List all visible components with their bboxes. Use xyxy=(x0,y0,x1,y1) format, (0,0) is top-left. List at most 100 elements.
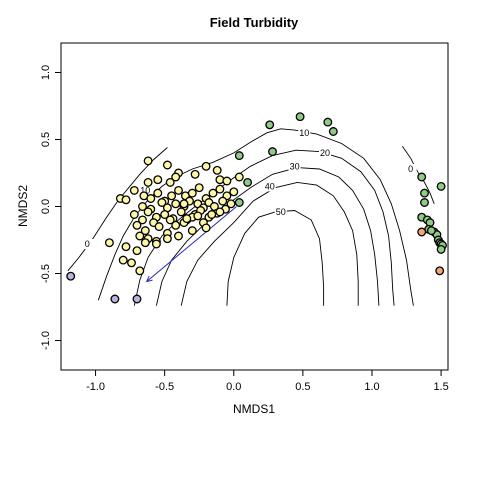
data-point-green xyxy=(268,147,277,157)
contour-label-10: 10 xyxy=(299,128,309,138)
data-point-yellow xyxy=(118,255,128,265)
y-tick-label: 1.0 xyxy=(40,65,52,80)
y-tick-label: 0.5 xyxy=(40,132,52,147)
contour-label-50: 50 xyxy=(276,207,286,217)
contour-label-bg xyxy=(274,206,287,217)
data-point-orange xyxy=(435,266,445,276)
data-point-yellow xyxy=(157,198,167,207)
data-point-purple xyxy=(66,271,76,281)
x-tick-label: -0.5 xyxy=(155,381,174,393)
data-point-yellow xyxy=(160,210,170,219)
data-point-yellow xyxy=(215,175,225,185)
data-point-green xyxy=(265,120,275,130)
contour-label-30: 30 xyxy=(290,161,300,171)
y-tick-label: -1.0 xyxy=(40,331,52,350)
data-point-yellow xyxy=(190,169,200,179)
data-point-yellow xyxy=(193,211,203,221)
contour-label-20: 20 xyxy=(320,148,330,158)
turbidity-vector xyxy=(145,206,237,283)
contour-label-bg xyxy=(81,239,94,250)
x-tick-label: 1.0 xyxy=(364,381,379,393)
data-point-yellow xyxy=(140,226,150,236)
chart-title: Field Turbidity xyxy=(210,15,299,30)
data-point-yellow xyxy=(132,246,142,256)
data-point-yellow xyxy=(167,191,177,201)
data-point-yellow xyxy=(154,222,164,232)
data-point-purple xyxy=(110,294,120,304)
site-points xyxy=(66,112,447,304)
data-point-yellow xyxy=(174,185,183,195)
contour-line-40 xyxy=(180,181,359,306)
data-point-yellow xyxy=(135,231,145,241)
data-point-yellow xyxy=(171,172,181,182)
vector-arrowhead xyxy=(145,275,153,283)
contour-label-bg xyxy=(263,181,276,192)
data-point-yellow xyxy=(129,210,139,219)
data-point-green xyxy=(234,198,244,207)
y-tick-label: -0.5 xyxy=(40,264,52,283)
data-point-yellow xyxy=(212,165,222,175)
data-point-yellow xyxy=(187,188,197,198)
data-point-yellow xyxy=(121,195,131,205)
contour-label-bg xyxy=(298,127,311,138)
data-point-yellow xyxy=(208,188,218,198)
y-axis: -1.0 -0.5 0.0 0.5 1.0 xyxy=(40,65,62,350)
data-point-yellow xyxy=(165,177,175,187)
data-point-green xyxy=(295,112,305,122)
data-point-yellow xyxy=(104,238,114,248)
data-point-yellow xyxy=(207,210,217,219)
x-tick-label: 1.5 xyxy=(433,381,448,393)
data-point-yellow xyxy=(215,184,225,194)
x-tick-label: -1.0 xyxy=(86,381,105,393)
data-point-yellow xyxy=(234,172,244,182)
contour-label-bg xyxy=(404,163,417,174)
data-point-green xyxy=(420,198,429,207)
data-point-yellow xyxy=(162,234,172,244)
data-point-yellow xyxy=(182,214,192,224)
x-tick-label: 0.5 xyxy=(295,381,310,393)
data-point-yellow xyxy=(174,231,183,241)
data-point-yellow xyxy=(153,188,163,198)
contour-label-bg xyxy=(139,185,152,196)
data-point-green xyxy=(417,172,427,182)
data-point-yellow xyxy=(151,239,161,249)
data-point-yellow xyxy=(226,199,236,209)
data-point-green xyxy=(234,151,244,161)
data-point-green xyxy=(328,127,338,136)
data-point-yellow xyxy=(138,215,147,225)
data-point-yellow xyxy=(143,156,153,166)
contour-label-bg xyxy=(288,161,301,172)
plot-frame xyxy=(60,42,449,371)
data-point-yellow xyxy=(135,266,145,276)
x-axis: -1.0 -0.5 0.0 0.5 1.0 1.5 xyxy=(86,369,449,393)
data-point-yellow xyxy=(176,207,186,217)
data-point-yellow xyxy=(215,207,225,217)
data-point-green xyxy=(420,188,429,198)
data-point-green xyxy=(323,117,333,127)
contour-line-10 xyxy=(97,128,414,306)
data-point-yellow xyxy=(153,175,163,185)
data-point-green xyxy=(436,244,446,254)
data-point-orange xyxy=(417,227,427,237)
data-point-yellow xyxy=(194,183,204,193)
vector-line xyxy=(146,206,237,282)
contour-labels: 0 0 10 10 20 30 40 50 xyxy=(81,127,417,250)
contour-label-40: 40 xyxy=(265,181,275,191)
data-point-yellow xyxy=(146,194,156,203)
contour-label-0: 0 xyxy=(408,164,413,174)
data-point-yellow xyxy=(171,199,181,209)
data-point-yellow xyxy=(218,196,228,206)
data-point-yellow xyxy=(138,202,147,211)
data-point-yellow xyxy=(165,215,175,225)
x-axis-label: NMDS1 xyxy=(233,402,275,416)
contour-label-0: 0 xyxy=(85,239,90,249)
data-point-yellow xyxy=(179,199,189,209)
data-point-yellow xyxy=(171,220,181,230)
data-point-green xyxy=(426,226,436,236)
y-axis-label: NMDS2 xyxy=(16,185,30,227)
data-point-yellow xyxy=(143,177,153,187)
contour-lines xyxy=(67,128,435,306)
data-point-yellow xyxy=(222,176,232,186)
contour-label-bg xyxy=(318,147,331,158)
